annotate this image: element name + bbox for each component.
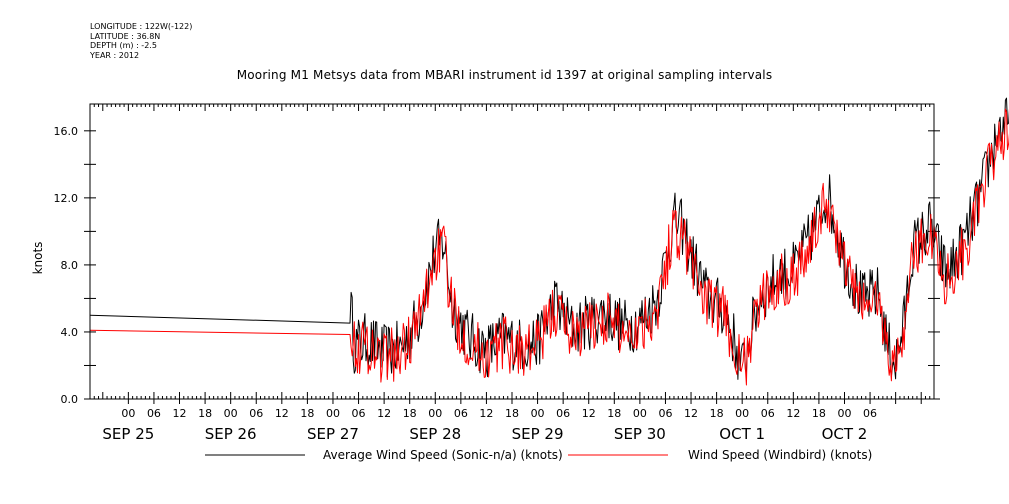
legend: Average Wind Speed (Sonic-n/a) (knots) Wi…: [205, 448, 872, 462]
x-hour-label: 18: [505, 407, 519, 420]
x-hour-label: 18: [710, 407, 724, 420]
meta-year: YEAR : 2012: [90, 50, 140, 60]
x-hour-label: 18: [607, 407, 621, 420]
x-hour-label: 00: [326, 407, 340, 420]
meta-latitude: LATITUDE : 36.8N: [90, 31, 161, 41]
x-hour-label: 00: [735, 407, 749, 420]
x-hour-label: 12: [377, 407, 391, 420]
x-hour-label: 12: [786, 407, 800, 420]
y-tick-label: 4.0: [61, 326, 79, 339]
x-day-label: SEP 30: [614, 425, 666, 443]
y-tick-label: 16.0: [54, 125, 79, 138]
series-line-1: [89, 108, 1009, 386]
x-hour-label: 06: [863, 407, 877, 420]
meta-depth: DEPTH (m) : -2.5: [90, 41, 157, 50]
x-hour-label: 06: [352, 407, 366, 420]
x-hour-label: 18: [812, 407, 826, 420]
x-hour-label: 00: [121, 407, 135, 420]
legend-label-0: Average Wind Speed (Sonic-n/a) (knots): [323, 448, 563, 462]
x-hour-label: 06: [454, 407, 468, 420]
y-tick-label: 12.0: [54, 192, 79, 205]
x-day-label: SEP 29: [512, 425, 564, 443]
x-hour-label: 00: [428, 407, 442, 420]
axis-labels: 0.0 4.0 8.0 12.0 16.0 00 06 12 18 00 06 12 18 00 06 12 1…: [54, 125, 878, 443]
x-day-label: SEP 27: [307, 425, 359, 443]
meta-longitude: LONGITUDE : 122W(-122): [90, 22, 193, 31]
x-hour-label: 06: [658, 407, 672, 420]
x-hour-label: 06: [147, 407, 161, 420]
x-hour-label: 00: [224, 407, 238, 420]
plot-frame: [89, 103, 935, 400]
x-hour-label: 12: [684, 407, 698, 420]
y-axis-label: knots: [31, 242, 45, 275]
legend-label-1: Wind Speed (Windbird) (knots): [688, 448, 872, 462]
x-hour-label: 00: [531, 407, 545, 420]
x-day-label: OCT 2: [822, 425, 868, 443]
x-hour-label: 06: [556, 407, 570, 420]
axis-ticks: [84, 104, 940, 404]
x-day-label: SEP 26: [205, 425, 257, 443]
x-hour-label: 12: [173, 407, 187, 420]
x-hour-label: 06: [249, 407, 263, 420]
x-hour-label: 12: [582, 407, 596, 420]
x-hour-label: 00: [633, 407, 647, 420]
x-hour-label: 18: [403, 407, 417, 420]
x-day-label: SEP 25: [102, 425, 154, 443]
x-hour-label: 06: [761, 407, 775, 420]
y-tick-label: 0.0: [61, 393, 79, 406]
x-hour-label: 12: [275, 407, 289, 420]
series-line-0: [89, 97, 1009, 380]
x-day-label: OCT 1: [719, 425, 765, 443]
metadata-block: LONGITUDE : 122W(-122) LATITUDE : 36.8N …: [90, 22, 192, 60]
y-tick-label: 8.0: [61, 259, 79, 272]
x-hour-label: 12: [479, 407, 493, 420]
x-day-label: SEP 28: [409, 425, 461, 443]
chart-title: Mooring M1 Metsys data from MBARI instru…: [236, 68, 773, 82]
x-hour-label: 00: [837, 407, 851, 420]
series-layer: [89, 97, 1009, 386]
x-hour-label: 18: [300, 407, 314, 420]
x-hour-label: 18: [198, 407, 212, 420]
